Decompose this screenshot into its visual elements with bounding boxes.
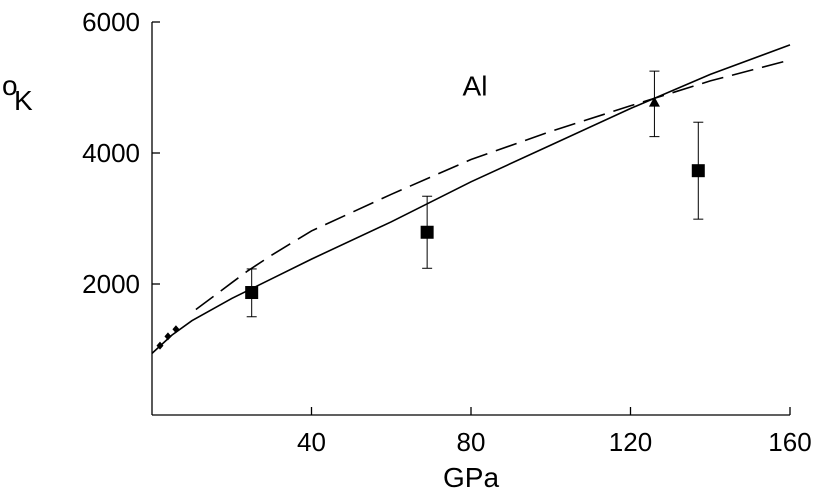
annotation-al: Al [463, 70, 488, 101]
solid-curve [151, 44, 791, 354]
y-tick-label: 2000 [82, 269, 140, 299]
dashed-curve [195, 59, 791, 311]
y-tick-label: 6000 [82, 7, 140, 37]
labels: 40 80 120 160 2000 4000 6000 GPa oK Al [2, 7, 812, 493]
triangle-marker [648, 96, 660, 107]
diamond-marker [156, 341, 164, 350]
x-tick-label: 40 [297, 427, 326, 457]
diamond-marker [164, 332, 172, 341]
y-axis-title: K [14, 85, 33, 116]
x-tick-label: 120 [609, 427, 652, 457]
series [151, 44, 791, 354]
x-tick-label: 160 [768, 427, 811, 457]
square-marker [420, 225, 434, 239]
diamond-marker [172, 325, 180, 334]
axes [151, 21, 791, 416]
y-tick-label: 4000 [82, 138, 140, 168]
y-axis-title-superscript: o [2, 70, 18, 101]
x-tick-label: 80 [457, 427, 486, 457]
square-marker [691, 164, 705, 178]
x-axis-title: GPa [443, 462, 499, 493]
square-marker [245, 286, 259, 300]
